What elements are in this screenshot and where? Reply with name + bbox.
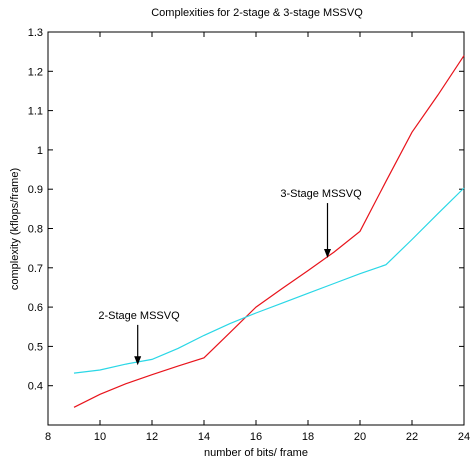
x-tick-label: 10 bbox=[94, 431, 106, 443]
x-tick-label: 20 bbox=[354, 431, 366, 443]
x-tick-label: 16 bbox=[250, 431, 262, 443]
y-tick-label: 0.4 bbox=[28, 381, 43, 393]
annotation-arrowhead-2 bbox=[134, 356, 142, 366]
x-axis-title: number of bits/ frame bbox=[204, 447, 308, 459]
x-tick-label: 24 bbox=[458, 431, 470, 443]
y-tick-label: 0.5 bbox=[28, 341, 43, 353]
annotation-layer: 3-Stage MSSVQ 2-Stage MSSVQ bbox=[98, 188, 362, 366]
y-tick-label: 1.1 bbox=[28, 106, 43, 118]
y-tick-label: 0.6 bbox=[28, 302, 43, 314]
y-tick-label: 0.7 bbox=[28, 263, 43, 275]
y-axis-title: complexity (kflops/frame) bbox=[9, 168, 21, 290]
plot-area-frame bbox=[47, 31, 465, 426]
x-axis: 8 10 12 14 16 18 20 22 24 bbox=[45, 32, 470, 443]
y-axis: 0.4 0.5 0.6 0.7 0.8 0.9 1 1.1 1.2 1.3 bbox=[28, 27, 464, 393]
series-layer bbox=[73, 55, 465, 408]
y-tick-label: 0.8 bbox=[28, 224, 43, 236]
annotation-label-2: 2-Stage MSSVQ bbox=[98, 310, 180, 322]
chart-title: Complexities for 2-stage & 3-stage MSSVQ bbox=[151, 7, 363, 19]
x-tick-label: 12 bbox=[146, 431, 158, 443]
annotation-arrowhead-1 bbox=[324, 248, 331, 258]
y-tick-label: 0.9 bbox=[28, 184, 43, 196]
series-line-2 bbox=[73, 187, 465, 374]
annotation-label-1: 3-Stage MSSVQ bbox=[280, 188, 362, 200]
x-tick-label: 8 bbox=[45, 431, 51, 443]
x-tick-label: 14 bbox=[198, 431, 210, 443]
y-tick-label: 1.2 bbox=[28, 66, 43, 78]
series-line-1 bbox=[73, 55, 465, 408]
y-tick-label: 1 bbox=[37, 145, 43, 157]
y-tick-label: 1.3 bbox=[28, 27, 43, 39]
x-tick-label: 18 bbox=[302, 431, 314, 443]
x-tick-label: 22 bbox=[406, 431, 418, 443]
